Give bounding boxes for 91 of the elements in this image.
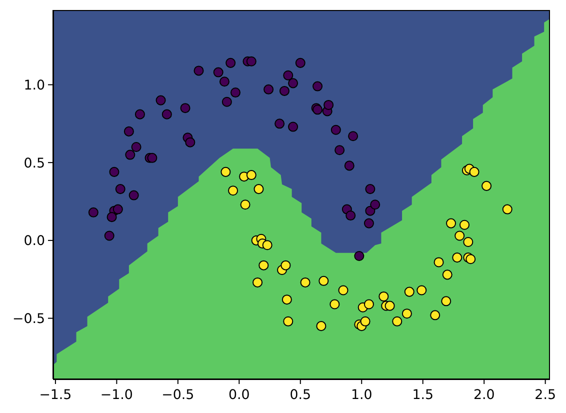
y-tick-label: 1.0 (24, 78, 45, 94)
point (147, 152, 158, 163)
point (226, 58, 236, 68)
point (430, 310, 440, 320)
point (446, 218, 456, 228)
point (282, 294, 292, 305)
point (360, 316, 370, 326)
point (324, 100, 334, 110)
point (454, 230, 465, 241)
point (434, 257, 444, 268)
point (109, 166, 120, 177)
point (264, 84, 274, 94)
x-tick-label: −1.5 (39, 388, 72, 404)
point (384, 300, 395, 311)
point (112, 204, 123, 214)
point (220, 166, 231, 177)
point (404, 286, 414, 297)
point (288, 122, 298, 132)
point (330, 124, 341, 135)
point (330, 299, 340, 310)
point (338, 285, 348, 296)
x-tick-label: 1.5 (412, 388, 434, 404)
point (240, 200, 250, 210)
point (128, 190, 139, 200)
point (364, 299, 374, 310)
point (378, 291, 389, 302)
point (312, 81, 323, 92)
x-tick-label: 0.5 (290, 388, 312, 404)
point (469, 166, 480, 177)
point (502, 204, 512, 214)
point (279, 86, 290, 96)
y-tick-label: 0.5 (24, 156, 45, 172)
point (162, 109, 172, 120)
point (185, 137, 196, 148)
point (125, 150, 136, 160)
y-tick-label: 0.0 (24, 234, 45, 250)
point (463, 236, 474, 247)
point (246, 170, 256, 180)
point (115, 184, 126, 194)
point (280, 260, 291, 270)
point (482, 180, 492, 191)
y-tick-label: −0.5 (12, 312, 45, 328)
point (348, 131, 358, 142)
point (452, 252, 462, 263)
point (283, 70, 294, 80)
point (131, 142, 142, 152)
point (392, 316, 402, 326)
point (288, 78, 298, 88)
point (402, 308, 412, 319)
x-tick-label: −1.0 (100, 388, 133, 404)
point (346, 210, 356, 221)
point (344, 160, 354, 171)
point (213, 67, 224, 78)
point (300, 277, 310, 288)
point (104, 230, 114, 241)
point (258, 260, 269, 270)
point (180, 103, 190, 114)
point (283, 316, 294, 326)
point (295, 58, 306, 68)
point (370, 200, 380, 210)
x-tick-label: 2.5 (534, 388, 556, 404)
point (194, 66, 204, 76)
point (354, 250, 364, 262)
point (416, 285, 427, 296)
point (156, 95, 166, 106)
x-tick-label: −0.5 (162, 388, 194, 404)
point (334, 145, 345, 156)
point (441, 296, 452, 306)
point (106, 212, 117, 222)
x-tick-label: 2.0 (473, 388, 495, 404)
point (316, 321, 326, 332)
point (365, 184, 376, 194)
point (442, 270, 452, 280)
point (134, 109, 145, 120)
x-tick-label: 0.0 (228, 388, 250, 404)
point (364, 218, 374, 228)
point (219, 76, 230, 87)
point (466, 254, 476, 264)
point (262, 240, 272, 250)
x-tick-label: 1.0 (350, 388, 372, 404)
point (274, 118, 285, 129)
point (228, 186, 238, 196)
point (246, 56, 256, 66)
point (254, 184, 264, 194)
point (459, 220, 470, 230)
point (318, 276, 329, 286)
point (88, 207, 98, 218)
point (222, 96, 232, 107)
point (124, 126, 134, 136)
point (230, 88, 240, 98)
point (252, 277, 263, 288)
